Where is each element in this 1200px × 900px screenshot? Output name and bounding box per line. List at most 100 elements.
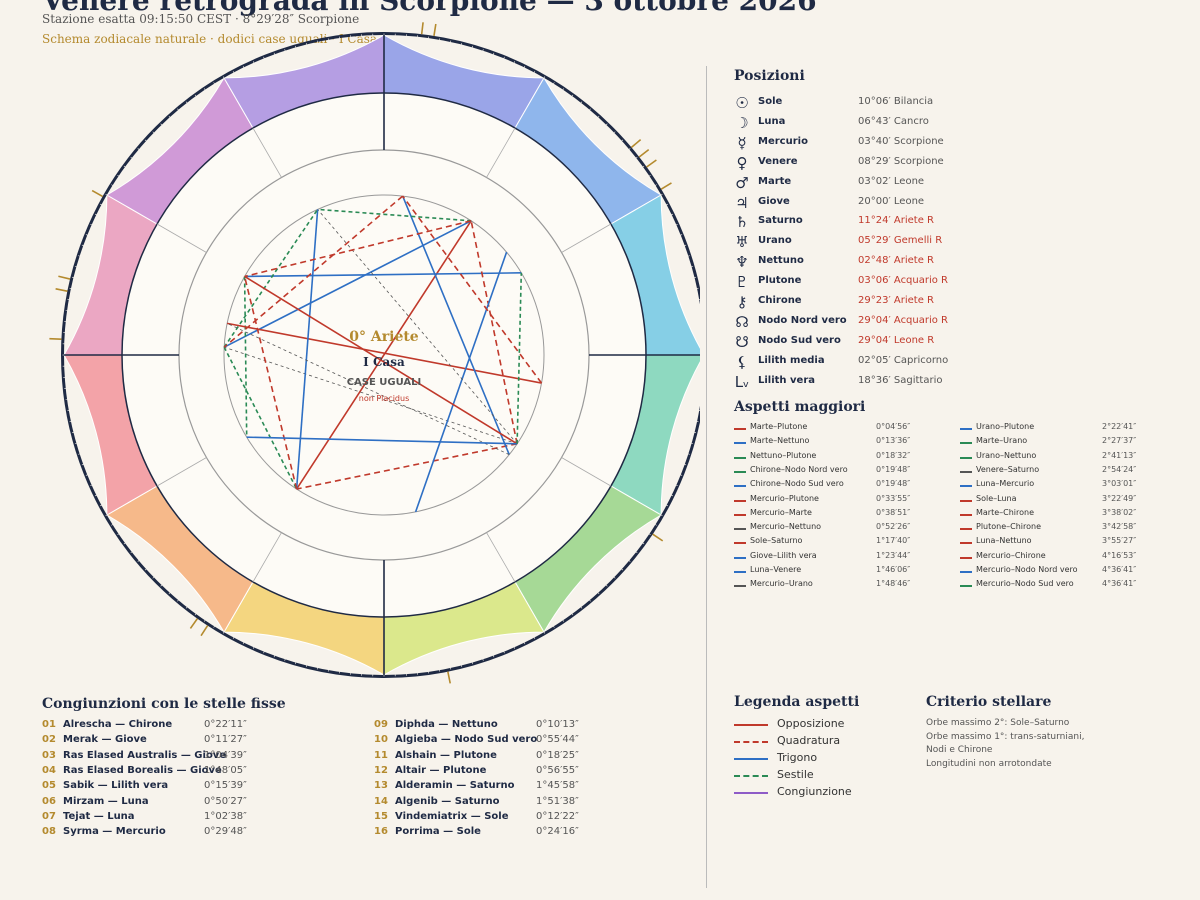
- degree-tick: [144, 139, 149, 144]
- position-name: Chirone: [758, 295, 802, 306]
- degree-tick: [338, 668, 341, 674]
- degree-tick: [512, 61, 516, 66]
- degree-tick: [570, 611, 574, 616]
- aspect-line-swatch: [734, 585, 746, 588]
- degree-tick: [587, 108, 591, 113]
- degree-tick: [502, 56, 505, 62]
- aspect-line-swatch: [960, 585, 972, 588]
- degree-tick: [81, 463, 87, 466]
- fixed-star-row: 14 Algenib — Saturno 1°51′38″: [374, 796, 614, 811]
- degree-tick: [252, 61, 256, 66]
- fixed-star-conjunction: Algieba — Nodo Sud vero: [395, 734, 538, 746]
- aspect-name: Plutone–Chirone: [976, 522, 1042, 532]
- degree-tick: [685, 255, 690, 258]
- aspect-line-trine: [244, 272, 522, 278]
- degree-tick: [117, 174, 122, 178]
- fixed-star-index: 07: [42, 810, 56, 822]
- degree-tick: [111, 522, 116, 526]
- position-row: ♀ Venere 08°29′ Scorpione: [734, 154, 954, 176]
- aspect-name: Mercurio–Nodo Nord vero: [976, 565, 1078, 574]
- degree-tick: [67, 409, 72, 412]
- degree-tick: [652, 184, 657, 188]
- criteria-line: Orbe massimo 1°: trans-saturniani,: [926, 731, 1085, 742]
- aspect-row: Mercurio–Nodo Sud vero 4°36′41″: [960, 579, 1160, 593]
- degree-tick: [242, 65, 246, 71]
- aspect-orb: 0°52′26″: [876, 522, 911, 532]
- degree-tick: [663, 203, 669, 207]
- fixed-star-orb: 0°55′44″: [536, 734, 579, 746]
- aspect-line-swatch: [960, 499, 972, 502]
- aspect-line-swatch: [734, 485, 746, 488]
- legend-label: Quadratura: [777, 734, 841, 747]
- aspect-line-swatch: [734, 513, 746, 516]
- aspect-row: Marte–Plutone 0°04′56″: [734, 422, 934, 436]
- legend-line-swatch: [734, 758, 768, 760]
- fixed-star-index: 01: [42, 719, 56, 730]
- degree-tick: [603, 582, 608, 587]
- fixed-star-row: 02 Merak — Giove 0°11′27″: [42, 734, 282, 749]
- degree-tick: [242, 639, 246, 645]
- degree-tick: [316, 40, 319, 45]
- fixed-star-conjunction: Porrima — Sole: [395, 826, 481, 838]
- aspect-name: Chirone–Nodo Sud vero: [750, 479, 844, 489]
- degree-tick: [619, 566, 624, 571]
- degree-tick: [449, 665, 452, 670]
- fixed-star-conjunction: Alshain — Plutone: [395, 749, 497, 761]
- position-name: Nettuno: [758, 255, 804, 267]
- aspect-line-swatch: [960, 442, 972, 445]
- aspect-name: Urano–Nettuno: [976, 450, 1037, 460]
- aspect-row: Urano–Plutone 2°22′41″: [960, 422, 1160, 436]
- degree-tick: [471, 659, 473, 665]
- position-value: 08°29′ Scorpione: [858, 155, 944, 167]
- fixed-star-conjunction: Ras Elased Borealis — Giove: [63, 764, 222, 776]
- degree-tick: [626, 148, 631, 152]
- degree-tick: [681, 463, 687, 466]
- fixed-star-tick: [420, 22, 424, 35]
- aspect-name: Giove–Lilith vera: [750, 550, 817, 560]
- degree-tick: [595, 115, 600, 120]
- aspect-line-square: [244, 220, 472, 278]
- degree-tick: [185, 101, 190, 106]
- aspects-title: Aspetti maggiori: [734, 399, 866, 415]
- degree-tick: [626, 558, 631, 562]
- legend-item: Trigono: [734, 751, 894, 768]
- fixed-star-orb: 0°22′11″: [204, 719, 247, 730]
- degree-tick: [74, 266, 80, 268]
- fixed-star-orb: 0°15′39″: [204, 780, 247, 792]
- legend-item: Sestile: [734, 768, 894, 785]
- degree-tick: [673, 223, 678, 227]
- degree-tick: [123, 541, 128, 545]
- fixed-star-orb: 1°04′39″: [204, 749, 247, 761]
- aspect-line-square: [223, 195, 404, 348]
- degree-tick: [305, 42, 308, 48]
- degree-tick: [295, 659, 297, 665]
- aspect-line-swatch: [734, 499, 746, 502]
- degree-tick: [481, 656, 484, 661]
- fixed-star-index: 09: [374, 719, 388, 730]
- degree-tick: [185, 604, 190, 609]
- fixed-stars-title: Congiunzioni con le stelle fisse: [42, 696, 286, 712]
- fixed-star-tick: [646, 159, 657, 168]
- degree-tick: [697, 310, 700, 312]
- aspect-orb: 4°36′41″: [1102, 565, 1137, 574]
- planet-symbol-icon: ♆: [735, 253, 749, 272]
- position-row: ♅ Urano 05°29′ Gemelli R: [734, 233, 954, 255]
- degree-tick: [691, 431, 697, 434]
- aspect-line-swatch: [734, 556, 746, 559]
- fixed-star-row: 09 Diphda — Nettuno 0°10′13″: [374, 719, 614, 734]
- aspect-row: Marte–Nettuno 0°13′36″: [734, 436, 934, 450]
- position-row: Lᵥ Lilith vera 18°36′ Sagittario: [734, 373, 954, 395]
- degree-tick: [81, 244, 87, 247]
- degree-tick: [338, 36, 341, 42]
- center-note: non Placidus: [359, 394, 409, 403]
- degree-tick: [611, 131, 616, 136]
- fixed-star-row: 05 Sabik — Lilith vera 0°15′39″: [42, 780, 282, 795]
- degree-tick: [512, 644, 516, 649]
- aspect-orb: 3°38′02″: [1102, 507, 1137, 517]
- fixed-star-tick: [189, 618, 199, 629]
- aspect-name: Mercurio–Nodo Sud vero: [976, 579, 1074, 589]
- degree-tick: [74, 442, 80, 444]
- aspect-orb: 2°41′13″: [1102, 450, 1137, 460]
- fixed-star-row: 13 Alderamin — Saturno 1°45′58″: [374, 780, 614, 795]
- page-subtitle: Stazione esatta 09:15:50 CEST · 8°29′28″…: [42, 12, 360, 26]
